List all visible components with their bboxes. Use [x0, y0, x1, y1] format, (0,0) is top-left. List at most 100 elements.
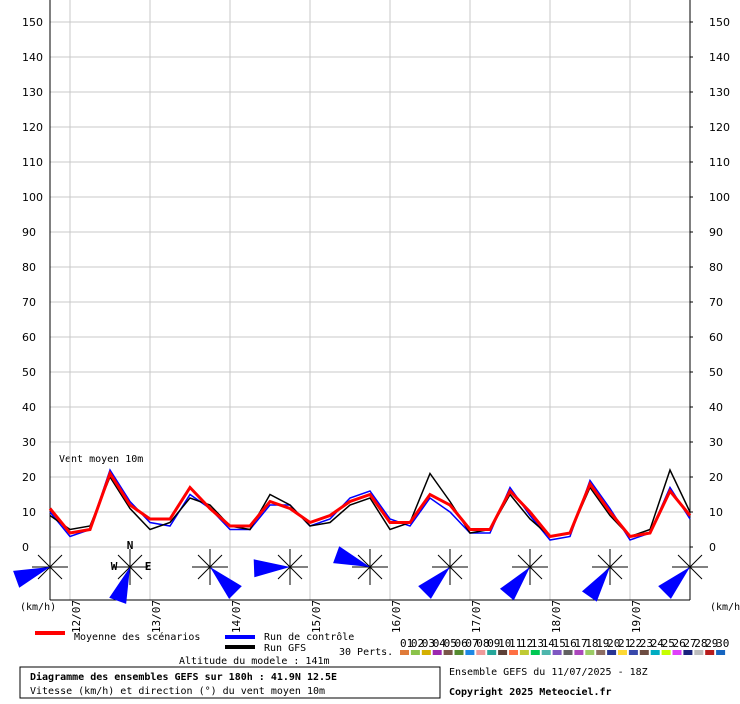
- pert-label: 25: [662, 637, 675, 650]
- y-tick-label: 30: [22, 436, 36, 449]
- x-tick-label: 15/07: [310, 600, 323, 633]
- pert-label: 23: [640, 637, 653, 650]
- y-tick-label: 120: [22, 121, 43, 134]
- pert-label: 14: [542, 637, 556, 650]
- pert-swatch: [585, 650, 595, 655]
- pert-label: 24: [651, 637, 665, 650]
- y2-tick-label: 130: [709, 86, 730, 99]
- pert-swatch: [628, 650, 638, 655]
- pert-label: 10: [498, 637, 511, 650]
- series-line: [48, 470, 692, 539]
- x-tick-label: 12/07: [70, 600, 83, 633]
- y-tick-label: 0: [22, 541, 29, 554]
- pert-label: 21: [618, 637, 631, 650]
- wind-wedge: [581, 567, 610, 602]
- wind-wedge: [333, 546, 370, 567]
- pert-swatch: [716, 650, 726, 655]
- y2-tick-label: 140: [709, 51, 730, 64]
- y2-tick-label: 40: [709, 401, 723, 414]
- title: Diagramme des ensembles GEFS sur 180h : …: [30, 671, 337, 683]
- pert-swatch: [530, 650, 540, 655]
- pert-label: 29: [705, 637, 718, 650]
- pert-label: 15: [553, 637, 566, 650]
- compass-label: E: [145, 560, 152, 573]
- y-tick-label: 150: [22, 16, 43, 29]
- y2-tick-label: 110: [709, 156, 730, 169]
- pert-swatch: [639, 650, 649, 655]
- y-tick-label: 10: [22, 506, 36, 519]
- altitude: Altitude du modele : 141m: [179, 656, 330, 667]
- pert-swatch: [487, 650, 497, 655]
- pert-label: 20: [607, 637, 620, 650]
- pert-label: 02: [411, 637, 424, 650]
- y-unit-right: (km/h): [710, 602, 740, 613]
- x-tick-label: 14/07: [230, 600, 243, 633]
- pert-label: 30: [716, 637, 729, 650]
- pert-swatch: [509, 650, 518, 655]
- pert-label: 08: [476, 637, 489, 650]
- x-tick-label: 16/07: [390, 600, 403, 633]
- pert-label: 12: [520, 637, 533, 650]
- pert-swatch: [574, 650, 584, 655]
- pert-label: 18: [585, 637, 598, 650]
- y2-tick-label: 70: [709, 296, 723, 309]
- pert-swatch: [454, 650, 464, 655]
- pert-label: 03: [422, 637, 435, 650]
- x-tick-label: 17/07: [470, 600, 483, 633]
- pert-label: 07: [465, 637, 478, 650]
- pert-swatch: [683, 650, 693, 655]
- y2-tick-label: 30: [709, 436, 723, 449]
- pert-swatch: [410, 650, 420, 655]
- x-tick-label: 18/07: [550, 600, 563, 633]
- wind-wedge: [210, 567, 242, 599]
- pert-label: 01: [400, 637, 413, 650]
- y-tick-label: 20: [22, 471, 36, 484]
- wind-wedge: [253, 559, 290, 578]
- pert-swatch: [541, 650, 551, 655]
- subtitle: Vitesse (km/h) et direction (°) du vent …: [30, 686, 325, 697]
- y-unit-left: (km/h): [20, 602, 56, 613]
- pert-label: 27: [683, 637, 696, 650]
- y-tick-label: 40: [22, 401, 36, 414]
- pert-label: 05: [444, 637, 457, 650]
- pert-swatch: [519, 650, 529, 655]
- pert-swatch: [705, 650, 715, 655]
- pert-swatch: [618, 650, 627, 655]
- legend-label: Run de contrôle: [264, 631, 354, 643]
- pert-swatch: [694, 650, 704, 655]
- pert-swatch: [432, 650, 442, 655]
- x-tick-label: 13/07: [150, 600, 163, 633]
- title-box: [19, 666, 441, 699]
- y-tick-label: 50: [22, 366, 36, 379]
- compass-label: W: [111, 560, 118, 573]
- pert-label: 13: [531, 637, 544, 650]
- pert-swatch: [400, 650, 409, 655]
- annotation: Vent moyen 10m: [59, 454, 143, 465]
- pert-swatch: [498, 650, 508, 655]
- wind-wedge: [13, 567, 50, 588]
- y-tick-label: 100: [22, 191, 43, 204]
- pert-swatch: [476, 650, 486, 655]
- run-info: Ensemble GEFS du 11/07/2025 - 18Z: [449, 667, 648, 678]
- y-tick-label: 80: [22, 261, 36, 274]
- pert-label: 16: [564, 637, 577, 650]
- wind-wedge: [658, 567, 690, 599]
- pert-swatch: [607, 650, 617, 655]
- y2-tick-label: 50: [709, 366, 723, 379]
- wind-wedge: [499, 567, 530, 601]
- y2-tick-label: 120: [709, 121, 730, 134]
- y2-tick-label: 10: [709, 506, 723, 519]
- legend-label: Run GFS: [264, 643, 306, 654]
- pert-label: 06: [455, 637, 468, 650]
- pert-label: 26: [673, 637, 686, 650]
- pert-swatch: [596, 650, 606, 655]
- pert-swatch: [672, 650, 682, 655]
- pert-swatch: [650, 650, 660, 655]
- y2-tick-label: 80: [709, 261, 723, 274]
- y-tick-label: 60: [22, 331, 36, 344]
- y-tick-label: 70: [22, 296, 36, 309]
- y2-tick-label: 60: [709, 331, 723, 344]
- y2-tick-label: 100: [709, 191, 730, 204]
- pert-label: 28: [694, 637, 707, 650]
